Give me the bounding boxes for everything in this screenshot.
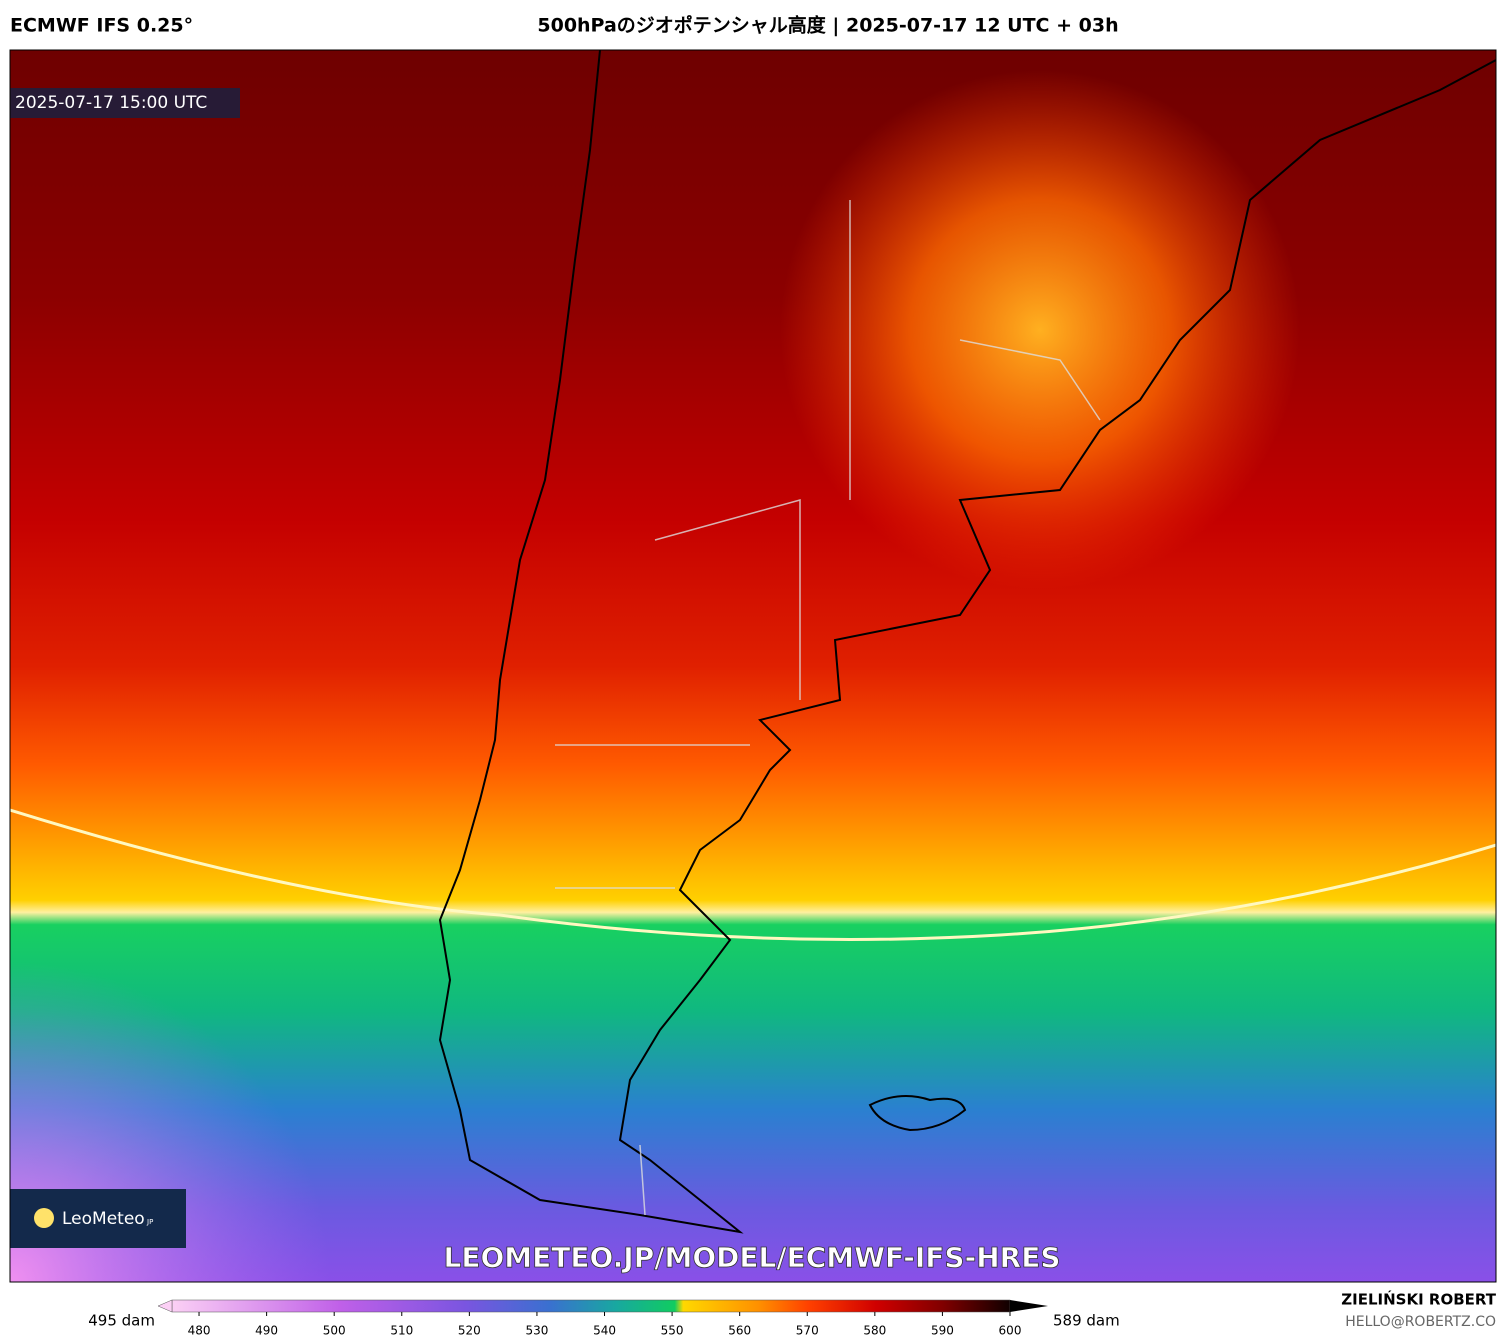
colorbar-tick-label: 590 [931,1324,954,1338]
watermark: LEOMETEO.JP/MODEL/ECMWF-IFS-HRES [443,1241,1060,1274]
colorbar-tick-label: 560 [728,1324,751,1338]
valid-time: 2025-07-17 15:00 UTC [15,93,207,113]
colorbar-tick-label: 490 [255,1324,278,1338]
colorbar-tick-label: 580 [863,1324,886,1338]
title: 500hPaのジオポテンシャル高度 | 2025-07-17 12 UTC + … [537,14,1118,37]
model-label: ECMWF IFS 0.25° [10,15,193,37]
map: 2025-07-17 15:00 UTC LeoMeteo JP LEOMETE… [10,50,1496,1282]
colorbar-tick-label: 500 [323,1324,346,1338]
colorbar-tick-label: 570 [796,1324,819,1338]
colorbar-tick-label: 530 [525,1324,548,1338]
author: ZIELIŃSKI ROBERT [1341,1290,1496,1309]
colorbar-tick-label: 520 [458,1324,481,1338]
colorbar-min-label: 495 dam [88,1312,155,1330]
colorbar-tick-label: 600 [999,1324,1022,1338]
colorbar [157,1299,1048,1313]
colorbar-tick-label: 480 [188,1324,211,1338]
colorbar-max-label: 589 dam [1053,1312,1120,1330]
logo-suffix: JP [146,1218,153,1226]
colorbar-tick-label: 550 [661,1324,684,1338]
colorbar-tick-label: 540 [593,1324,616,1338]
logo: LeoMeteo [62,1209,145,1229]
colorbar-tick-label: 510 [390,1324,413,1338]
email: HELLO@ROBERTZ.CO [1345,1314,1496,1330]
map-frame [9,49,1497,1283]
